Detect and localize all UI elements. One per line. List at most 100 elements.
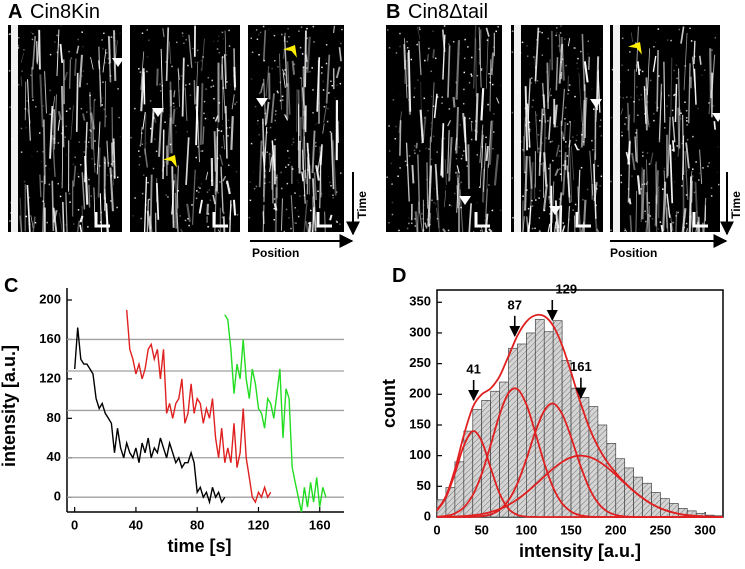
kymograph-speck [165, 195, 167, 197]
kymograph-speck [580, 51, 582, 53]
kymograph-speck [230, 83, 232, 85]
kymograph-speck [149, 199, 151, 201]
kymograph-speck [340, 43, 342, 45]
kymograph-streak [293, 61, 294, 75]
kymograph-speck [336, 191, 338, 193]
kymograph-speck [217, 40, 219, 42]
kymograph-speck [251, 143, 253, 145]
kymograph-speck [533, 47, 535, 49]
kymograph-speck [427, 219, 429, 221]
kymograph-speck [406, 164, 408, 166]
kymograph-speck [205, 88, 207, 90]
kymograph-speck [468, 171, 470, 173]
kymograph-speck [218, 76, 220, 78]
kymograph-speck [281, 188, 283, 190]
kymograph-speck [82, 46, 84, 48]
histogram-bar [607, 443, 616, 517]
kymograph-speck [222, 56, 224, 58]
kymograph-speck [100, 221, 102, 223]
kymograph-speck [32, 39, 34, 41]
kymograph-speck [436, 217, 438, 219]
kymograph-streak [32, 67, 33, 98]
kymograph-speck [68, 51, 70, 53]
kymograph-speck [682, 143, 684, 145]
kymograph-speck [449, 178, 451, 180]
kymograph-speck [397, 175, 399, 177]
y-axis-title: intensity [a.u.] [0, 345, 19, 467]
kymograph-speck [21, 128, 23, 129]
kymograph-speck [277, 92, 279, 94]
kymograph-speck [286, 82, 288, 84]
kymograph-speck [163, 165, 165, 167]
kymograph-speck [427, 110, 429, 112]
kymograph-speck [493, 75, 495, 77]
kymograph-speck [108, 62, 110, 64]
kymograph-speck [89, 95, 91, 97]
kymograph-speck [639, 69, 641, 71]
kymograph-speck [222, 32, 224, 34]
kymograph-speck [547, 120, 549, 122]
kymograph-speck [711, 195, 713, 197]
kymograph-speck [184, 170, 186, 172]
kymograph-speck [328, 176, 330, 178]
kymograph-streak [656, 195, 657, 232]
kymograph-speck [567, 93, 569, 95]
kymograph-speck [321, 30, 323, 32]
kymograph-streak [157, 69, 158, 86]
kymograph-speck [535, 120, 537, 122]
kymograph-speck [229, 127, 231, 129]
kymograph-streak [163, 130, 164, 180]
x-axis-title: time [s] [167, 536, 231, 556]
kymograph-speck [492, 148, 494, 150]
kymograph-speck [537, 35, 539, 37]
kymograph-speck [679, 29, 681, 31]
kymograph-speck [576, 134, 578, 136]
kymograph-speck [448, 230, 450, 232]
kymograph-speck [574, 47, 576, 49]
kymograph-speck [313, 26, 315, 28]
kymograph-speck [274, 208, 276, 210]
kymograph-streak [175, 193, 176, 229]
kymograph-speck [209, 189, 211, 191]
kymograph-speck [569, 84, 571, 86]
kymograph-speck [431, 200, 433, 202]
kymograph-speck [332, 85, 334, 87]
kymograph-speck [156, 151, 158, 153]
kymograph-speck [89, 129, 91, 131]
kymograph-speck [69, 108, 71, 110]
kymograph-speck [50, 102, 52, 104]
kymograph-speck [260, 32, 262, 33]
kymograph-speck [201, 183, 203, 185]
kymograph-speck [25, 108, 27, 110]
kymograph-speck [424, 98, 426, 100]
histogram-bar [562, 361, 571, 517]
kymograph-speck [274, 35, 276, 37]
kymograph-speck [280, 172, 282, 174]
kymograph-speck [670, 40, 672, 42]
kymograph-speck [422, 218, 424, 220]
kymograph-speck [545, 84, 547, 86]
kymograph-speck [524, 172, 526, 174]
kymograph-speck [599, 185, 601, 187]
kymograph-speck [222, 38, 224, 40]
kymograph-speck [203, 113, 205, 115]
kymograph-speck [308, 154, 310, 156]
kymograph-speck [684, 102, 686, 104]
kymograph-edge [613, 25, 620, 232]
y-tick-label: 350 [409, 294, 431, 309]
kymograph-speck [514, 210, 516, 212]
x-tick-label: 160 [309, 517, 331, 532]
kymograph-speck [198, 192, 200, 194]
kymograph-speck [147, 56, 149, 58]
kymograph-speck [325, 59, 327, 61]
kymograph-speck [294, 63, 296, 65]
kymograph-speck [451, 205, 453, 207]
kymograph-speck [18, 37, 20, 39]
kymograph-streak [63, 202, 64, 232]
kymograph-speck [577, 58, 579, 60]
kymograph-speck [298, 182, 300, 184]
kymograph-speck [146, 142, 148, 144]
kymograph-speck [312, 112, 314, 114]
kymograph-speck [316, 123, 318, 125]
kymograph-speck [176, 42, 178, 44]
